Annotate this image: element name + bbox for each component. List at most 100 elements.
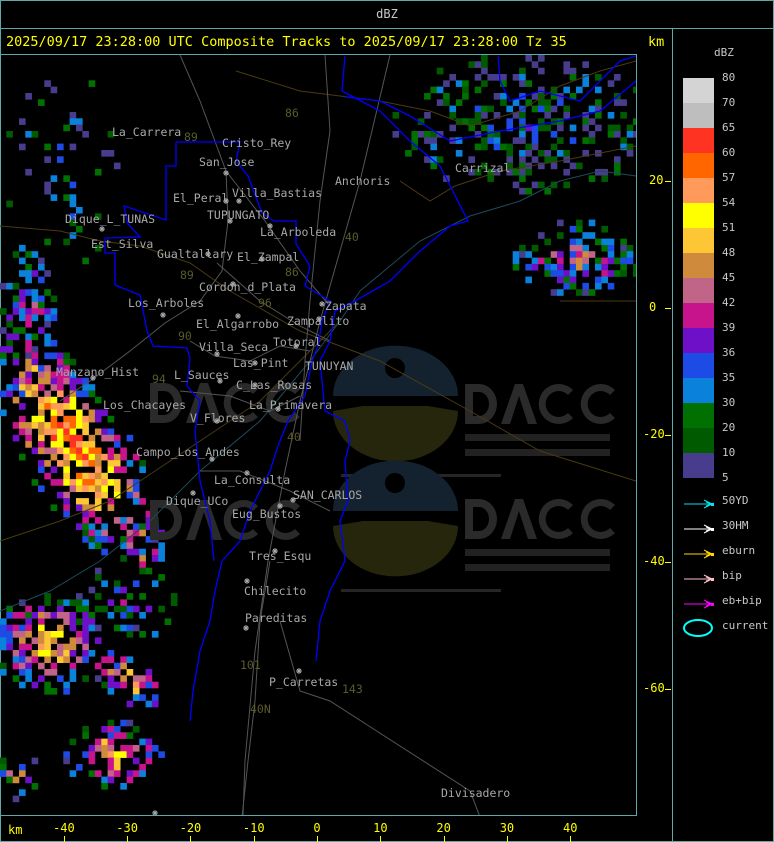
place-label: La_Primavera: [249, 398, 332, 412]
place-marker-icon: [152, 810, 158, 815]
echo-cell: [500, 143, 507, 151]
echo-cell: [63, 428, 70, 436]
echo-cell: [63, 498, 70, 505]
echo-cell: [31, 289, 39, 296]
echo-cell: [126, 542, 134, 550]
echo-cell: [557, 276, 564, 284]
y-tick-mark: [665, 308, 671, 309]
echo-cell: [563, 112, 571, 119]
route-number-label: 143: [342, 682, 363, 696]
echo-cell: [50, 339, 58, 347]
radar-map[interactable]: La_Carrera Cristo_Rey San_Jose Villa_Bastia…: [0, 54, 637, 816]
echo-cell: [462, 93, 469, 100]
echo-cell: [63, 371, 70, 379]
echo-cell: [19, 415, 26, 423]
echo-cell: [506, 124, 514, 132]
place-marker-icon: [272, 548, 278, 554]
echo-cell: [94, 574, 102, 581]
echo-cell: [506, 118, 514, 125]
echo-cell: [31, 358, 39, 366]
echo-cell: [595, 124, 602, 132]
place-label: Dique_L_TUNAS: [65, 212, 155, 226]
echo-cell: [626, 150, 634, 157]
echo-cell: [145, 751, 153, 758]
echo-cell: [76, 390, 83, 398]
echo-cell: [139, 612, 146, 619]
echo-cell: [76, 460, 83, 467]
echo-cell: [57, 624, 64, 632]
echo-cell: [19, 631, 26, 638]
echo-cell: [76, 453, 83, 461]
echo-cell: [44, 447, 51, 455]
echo-cell: [101, 605, 108, 613]
echo-cell: [481, 137, 488, 144]
echo-cell: [525, 55, 533, 62]
echo-cell: [614, 99, 621, 106]
y-tick-label: -60: [643, 681, 665, 695]
echo-cell: [19, 612, 26, 619]
echo-cell: [601, 276, 609, 284]
echo-cell: [88, 745, 96, 752]
echo-cell: [69, 441, 77, 448]
echo-cell: [132, 453, 140, 461]
echo-cell: [126, 517, 134, 524]
echo-cell: [145, 675, 153, 682]
legend-swatch: [683, 428, 714, 453]
echo-cell: [25, 612, 32, 619]
echo-cell: [31, 390, 39, 398]
echo-cell: [113, 681, 121, 689]
echo-cell: [25, 358, 32, 366]
echo-cell: [31, 131, 39, 138]
place-marker-icon: [243, 625, 249, 631]
x-tick-mark: [127, 836, 129, 842]
echo-cell: [57, 491, 64, 499]
route-number-label: 94: [152, 372, 166, 386]
echo-cell: [94, 415, 102, 423]
echo-cell: [145, 700, 153, 708]
echo-cell: [94, 536, 102, 543]
echo-cell: [550, 143, 558, 151]
echo-cell: [57, 384, 64, 391]
route-number-label: 40: [287, 430, 301, 444]
echo-cell: [25, 352, 32, 360]
echo-cell: [82, 643, 89, 651]
echo-cell: [82, 441, 89, 448]
echo-cell: [113, 764, 121, 771]
echo-cell: [19, 384, 26, 391]
echo-cell: [113, 605, 121, 613]
echo-cell: [6, 643, 13, 651]
echo-cell: [38, 675, 45, 682]
echo-cell: [38, 396, 45, 404]
echo-cell: [12, 795, 20, 803]
echo-cell: [0, 669, 7, 676]
echo-cell: [44, 396, 51, 404]
echo-cell: [44, 593, 51, 600]
echo-cell: [151, 580, 159, 588]
x-tick-label: -30: [116, 821, 138, 835]
echo-cell: [107, 770, 115, 777]
echo-cell: [69, 194, 77, 201]
legend-level-label: 5: [722, 471, 729, 484]
echo-cell: [107, 656, 115, 664]
echo-cell: [31, 612, 39, 619]
echo-cell: [88, 453, 96, 461]
echo-cell: [50, 86, 58, 94]
echo-cell: [69, 770, 77, 777]
echo-cell: [557, 219, 564, 227]
echo-cell: [424, 137, 431, 144]
legend-level-label: 20: [722, 421, 736, 434]
legend-level-label: 57: [722, 171, 736, 184]
track-arrow-icon: [684, 522, 724, 534]
echo-cell: [44, 390, 51, 398]
echo-cell: [25, 434, 32, 442]
echo-cell: [436, 86, 444, 94]
echo-cell: [25, 333, 32, 341]
echo-cell: [57, 675, 64, 682]
echo-cell: [107, 688, 115, 695]
echo-cell: [38, 637, 45, 645]
echo-cell: [44, 377, 51, 385]
echo-cell: [101, 485, 108, 493]
echo-cell: [582, 118, 590, 125]
echo-cell: [88, 390, 96, 398]
echo-cell: [550, 105, 558, 113]
